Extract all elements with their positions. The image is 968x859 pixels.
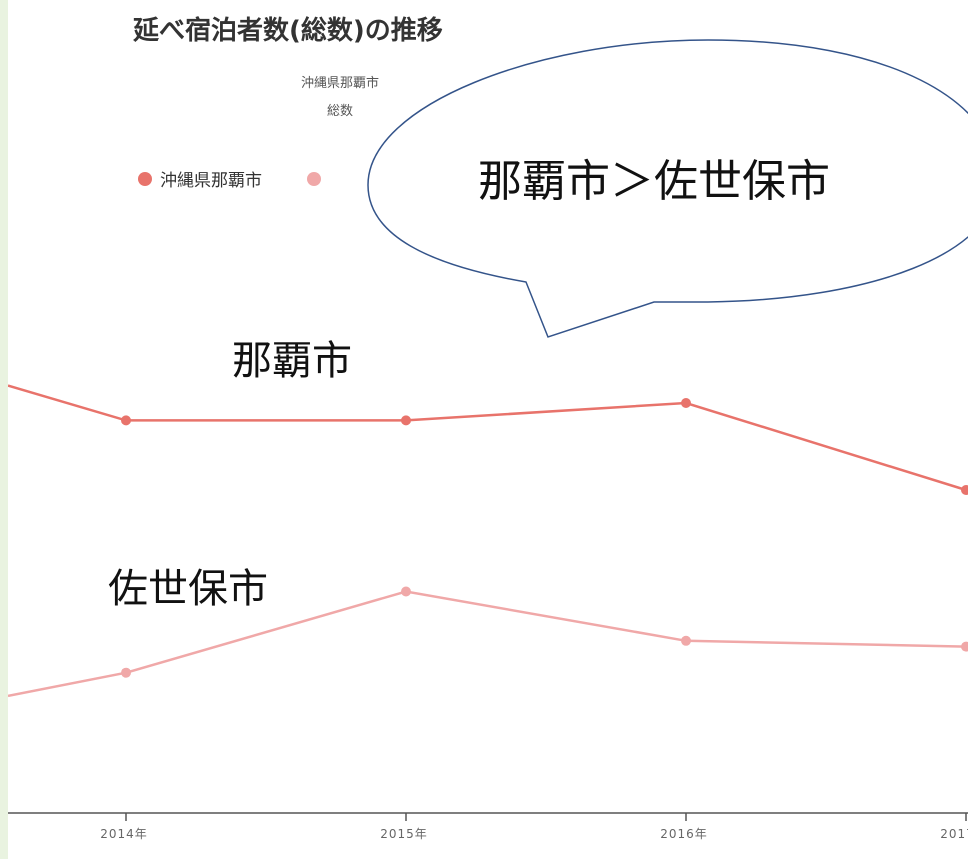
data-point-series-1[interactable] <box>121 667 131 678</box>
data-point-series-0[interactable] <box>961 485 968 495</box>
x-tick-label: 2017年 <box>940 827 968 841</box>
data-point-series-0[interactable] <box>121 415 131 426</box>
x-tick-label: 2016年 <box>660 827 708 841</box>
chart-title: 延べ宿泊者数(総数)の推移 <box>133 16 443 46</box>
series-line-0 <box>8 384 967 492</box>
x-axis: 2014年 2015年 2016年 2017年 <box>8 812 968 841</box>
legend-item-sasebo[interactable] <box>307 171 329 186</box>
data-point-series-0[interactable] <box>681 398 691 408</box>
chart-subtitle-measure: 総数 <box>326 104 353 119</box>
annotation-naha-label: 那覇市 <box>232 338 352 384</box>
legend-label-naha: 沖縄県那覇市 <box>160 171 262 191</box>
x-tick-label: 2015年 <box>380 827 428 841</box>
speech-bubble-text: 那覇市＞佐世保市 <box>478 156 830 207</box>
chart-plot-area: 2014年 2015年 2016年 2017年 <box>8 39 968 841</box>
data-point-series-1[interactable] <box>401 586 411 597</box>
legend-dot-sasebo <box>307 171 322 186</box>
chart-subtitle-region: 沖縄県那覇市 <box>300 76 379 91</box>
speech-bubble <box>367 39 968 338</box>
series-group <box>8 384 968 698</box>
data-point-series-0[interactable] <box>401 415 411 426</box>
legend: 沖縄県那覇市 <box>138 166 369 191</box>
annotation-sasebo-label: 佐世保市 <box>108 566 268 612</box>
legend-item-naha[interactable]: 沖縄県那覇市 <box>138 166 262 191</box>
data-point-series-1[interactable] <box>681 635 691 646</box>
chart-frame: 2014年 2015年 2016年 2017年 延べ宿泊者数(総数)の推移 沖縄県那覇… <box>8 0 968 859</box>
speech-bubble-shape <box>367 39 968 338</box>
x-tick-label: 2014年 <box>100 827 148 841</box>
data-point-series-1[interactable] <box>961 641 968 652</box>
legend-dot-naha <box>138 171 152 186</box>
